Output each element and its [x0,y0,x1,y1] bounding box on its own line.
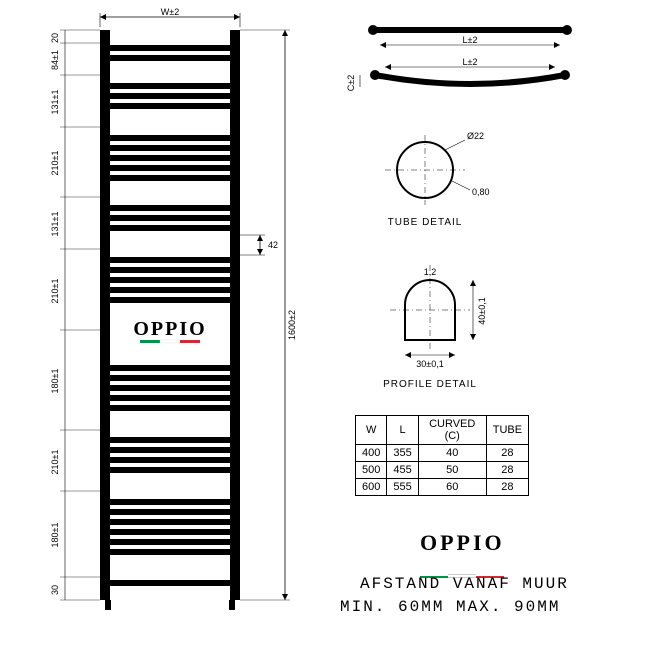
flat-length: L±2 [463,35,478,45]
table-row: 5004555028 [356,462,529,479]
curved-length: L±2 [463,57,478,67]
radiator-front-view: W±2 [10,5,310,625]
svg-text:131±1: 131±1 [50,90,60,115]
footer-line2: MIN. 60MM MAX. 90MM [340,598,560,616]
table-row: 4003554028 [356,445,529,462]
radiator-bars [110,45,230,586]
svg-text:131±1: 131±1 [50,212,60,237]
footer-line1: AFSTAND VANAF MUUR [360,575,569,593]
svg-text:180±1: 180±1 [50,523,60,548]
svg-text:180±1: 180±1 [50,369,60,394]
profile-caption: PROFILE DETAIL [383,379,477,390]
top-views: L±2 L±2 C±2 [340,15,620,115]
th-w: W [356,416,387,445]
svg-text:20: 20 [50,33,60,43]
dimensions-table: W L CURVED (C) TUBE 4003554028 500455502… [355,415,529,496]
th-c: CURVED (C) [418,416,486,445]
curved-depth: C±2 [346,75,356,91]
svg-text:30: 30 [50,585,60,595]
svg-text:210±1: 210±1 [50,279,60,304]
svg-text:210±1: 210±1 [50,450,60,475]
profile-detail: 30±0,1 40±0,1 1,2 PROFILE DETAIL [355,255,525,405]
tube-detail: Ø22 0,80 TUBE DETAIL [365,125,515,245]
th-tube: TUBE [486,416,528,445]
profile-height: 40±0,1 [477,297,487,324]
width-dim: W±2 [161,7,179,17]
tube-wall: 0,80 [472,187,490,197]
profile-width: 30±0,1 [416,359,443,369]
profile-thick: 1,2 [424,267,437,277]
tube-dia: Ø22 [467,131,484,141]
svg-text:84±1: 84±1 [50,50,60,70]
radiator-brand: OPPIO [133,318,206,340]
th-l: L [387,416,418,445]
left-spacing-dims: 20 84±1 131±1 210±1 131±1 210±1 180±1 21… [50,30,100,600]
tube-caption: TUBE DETAIL [388,217,463,228]
svg-text:210±1: 210±1 [50,151,60,176]
table-row: 6005556028 [356,479,529,496]
mount-dim: 42 [268,240,278,250]
height-dim: 1600±2 [287,310,297,340]
